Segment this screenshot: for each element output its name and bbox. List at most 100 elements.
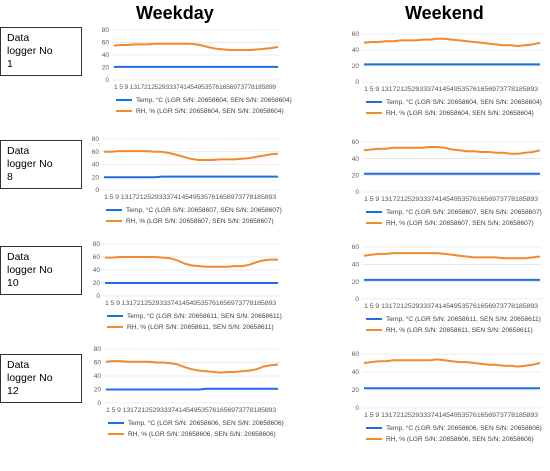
row-label-line: Data [7,251,30,263]
temp-series-line [104,175,278,179]
rh-series-line [363,252,541,260]
row-label-line: 10 [7,277,19,289]
rh-legend-label: RH, % (LGR S/N: 20658607, SEN S/N: 20658… [386,220,534,227]
y-tick-label: 20 [352,387,360,394]
y-tick-label: 80 [93,241,101,248]
y-tick-label: 60 [102,40,110,47]
y-tick-label: 0 [355,189,359,196]
y-tick-label: 20 [352,63,360,70]
chart-svg: 0 20 40 60 1 5 9 131721252933374145495357616… [352,351,542,443]
chart-svg: 0 20 40 60 1 5 9 131721252933374145495357616… [352,139,542,227]
row-label-logger-1: Data logger No 1 [0,27,82,76]
y-tick-label: 20 [102,65,110,72]
temp-legend-label: Temp, °C (LGR S/N: 20658607, SEN S/N: 20… [386,208,542,216]
x-tick-labels: 1 5 9 1317212529333741454953576165697377… [364,86,539,93]
row-label-line: Data [7,32,30,44]
y-tick-label: 20 [94,387,102,394]
row-label-line: logger No [7,45,53,57]
temp-legend-label: Temp, °C (LGR S/N: 20658611, SEN S/N: 20… [386,315,541,323]
y-tick-label: 40 [94,373,102,380]
row-label-line: logger No [7,264,53,276]
row-label-line: logger No [7,158,53,170]
chart-svg: 0 20 40 60 80 1 5 9 1317212529333741454953576… [92,136,282,225]
row-label-logger-8: Data logger No 8 [0,140,82,189]
rh-series-line [363,37,541,47]
y-tick-label: 0 [97,400,101,407]
y-tick-label: 40 [352,262,360,269]
y-tick-label: 40 [102,52,110,59]
chart-svg: 0 20 40 60 1 5 9 131721252933374145495357616… [352,244,542,334]
y-tick-label: 40 [352,156,360,163]
temp-legend-label: Temp, °C (LGR S/N: 20658604, SEN S/N: 20… [136,96,292,104]
y-tick-label: 40 [93,267,101,274]
y-tick-label: 80 [92,136,100,143]
y-tick-label: 20 [352,173,360,180]
rh-series-line [113,42,279,51]
temp-legend-label: Temp, °C (LGR S/N: 20658604, SEN S/N: 20… [386,98,542,106]
rh-series-line [105,256,278,268]
x-tick-labels: 1 5 9 1317212529333741454953576165697377… [364,412,539,419]
chart-weekday-logger-8: 0 20 40 60 80 1 5 9 1317212529333741454953576… [84,135,282,232]
row-label-logger-10: Data logger No 10 [0,246,82,295]
chart-weekend-logger-10: 0 20 40 60 1 5 9 131721252933374145495357616… [344,243,544,341]
y-tick-label: 60 [92,149,100,156]
chart-svg: 0 20 40 60 1 5 9 131721252933374145495357616… [352,31,542,117]
row-label-line: logger No [7,372,53,384]
y-tick-label: 0 [355,296,359,303]
chart-weekend-logger-8: 0 20 40 60 1 5 9 131721252933374145495357616… [344,138,544,234]
rh-legend-label: RH, % (LGR S/N: 20658606, SEN S/N: 20658… [386,436,534,443]
weekday-title: Weekday [136,3,214,23]
x-tick-labels: 1 5 9 1317212529333741454953576165697377… [364,196,539,203]
y-tick-label: 60 [94,360,102,367]
chart-weekday-logger-10: 0 20 40 60 80 1 5 9 1317212529333741454953576… [85,240,282,338]
y-tick-label: 0 [105,77,109,84]
x-tick-labels: 1 5 9 1317212529333741454953576165697377… [106,407,277,414]
rh-legend-label: RH, % (LGR S/N: 20658604, SEN S/N: 20658… [386,110,534,117]
row-label-line: 12 [7,385,19,397]
x-tick-labels: 1 5 9 1317212529333741454953576165697377… [364,303,539,310]
y-tick-label: 0 [95,187,99,194]
y-tick-label: 20 [93,280,101,287]
x-tick-labels: 1 5 9 1317212529333741454953576165697377… [105,300,277,307]
row-label-line: 8 [7,171,13,183]
chart-weekday-logger-1: 0 20 40 60 80 1 5 9 1317212529333741454953576… [94,26,292,122]
rh-legend-label: RH, % (LGR S/N: 20658607, SEN S/N: 20658… [126,218,274,225]
y-tick-label: 60 [93,254,101,261]
row-label-line: 1 [7,58,13,70]
rh-series-line [363,358,541,368]
rh-legend-label: RH, % (LGR S/N: 20658606, SEN S/N: 20658… [128,431,276,438]
x-tick-labels: 1 5 9 1317212529333741454953576165697377… [114,84,277,91]
y-tick-label: 60 [352,31,360,38]
y-tick-label: 60 [352,244,360,251]
temp-legend-label: Temp, °C (LGR S/N: 20658611, SEN S/N: 20… [127,312,282,320]
chart-svg: 0 20 40 60 80 1 5 9 1317212529333741454953576… [93,241,282,331]
y-tick-label: 20 [352,279,360,286]
temp-series-line [106,387,278,391]
y-tick-label: 40 [352,369,360,376]
temp-legend-label: Temp, °C (LGR S/N: 20658607, SEN S/N: 20… [126,206,282,214]
weekend-title: Weekend [405,3,484,23]
rh-series-line [363,146,541,155]
row-label-logger-12: Data logger No 12 [0,354,82,403]
rh-legend-label: RH, % (LGR S/N: 20658611, SEN S/N: 20658… [127,324,274,331]
row-label-line: Data [7,145,30,157]
y-tick-label: 0 [355,405,359,412]
chart-svg: 0 20 40 60 80 1 5 9 1317212529333741454953576… [94,346,284,438]
chart-weekday-logger-12: 0 20 40 60 80 1 5 9 1317212529333741454953576… [86,345,284,445]
y-tick-label: 20 [92,174,100,181]
y-tick-label: 40 [92,162,100,169]
chart-svg: 0 20 40 60 80 1 5 9 1317212529333741454953576… [102,27,292,115]
rh-series-line [105,360,279,374]
rh-legend-label: RH, % (LGR S/N: 20658611, SEN S/N: 20658… [386,327,533,334]
chart-weekend-logger-12: 0 20 40 60 1 5 9 131721252933374145495357616… [344,350,544,450]
y-tick-label: 80 [102,27,110,34]
x-tick-labels: 1 5 9 1317212529333741454953576165697377… [104,194,277,201]
y-tick-label: 80 [94,346,102,353]
y-tick-label: 60 [352,139,360,146]
y-tick-label: 0 [96,293,100,300]
y-tick-label: 0 [355,79,359,86]
y-tick-label: 40 [352,47,360,54]
rh-series-line [104,150,279,161]
chart-weekend-logger-1: 0 20 40 60 1 5 9 131721252933374145495357616… [344,30,544,124]
rh-legend-label: RH, % (LGR S/N: 20658604, SEN S/N: 20658… [136,108,284,115]
